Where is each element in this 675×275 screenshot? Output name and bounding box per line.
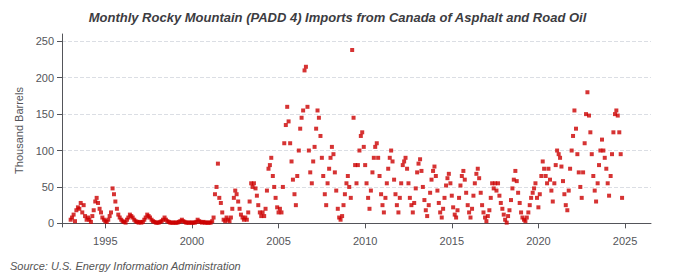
svg-text:100: 100 [36,145,54,157]
svg-text:2020: 2020 [526,235,550,247]
svg-text:250: 250 [36,35,54,47]
svg-text:Thousand Barrels: Thousand Barrels [13,87,25,174]
svg-text:2005: 2005 [266,235,290,247]
svg-text:2000: 2000 [180,235,204,247]
svg-text:150: 150 [36,108,54,120]
svg-text:50: 50 [42,181,54,193]
svg-text:2025: 2025 [613,235,637,247]
svg-text:0: 0 [48,217,54,229]
svg-text:Source: U.S. Energy Informatio: Source: U.S. Energy Information Administ… [10,260,241,272]
svg-text:2015: 2015 [440,235,464,247]
svg-text:2010: 2010 [353,235,377,247]
svg-text:1995: 1995 [93,235,117,247]
svg-text:200: 200 [36,72,54,84]
svg-text:Monthly Rocky Mountain (PADD 4: Monthly Rocky Mountain (PADD 4) Imports … [89,10,587,25]
